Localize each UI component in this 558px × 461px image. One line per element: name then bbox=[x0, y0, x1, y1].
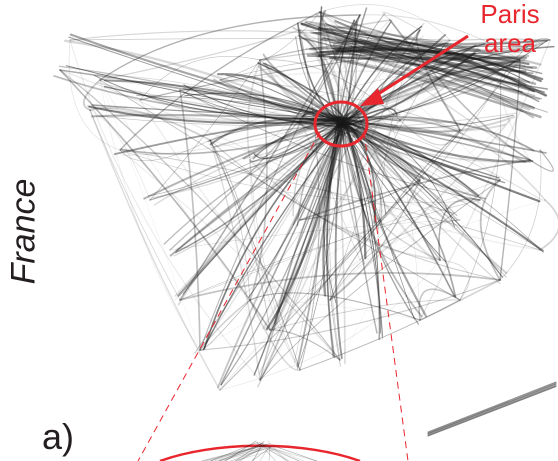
region-label-text: France bbox=[4, 178, 43, 284]
callout-line-2: area bbox=[483, 28, 537, 58]
region-label: France bbox=[4, 156, 44, 306]
bundled-flight-edges bbox=[53, 4, 558, 437]
callout-line-1: Paris bbox=[480, 0, 540, 29]
zoomed-edges-preview bbox=[201, 440, 318, 461]
callout-arrow-icon bbox=[360, 34, 469, 106]
zoom-guide-lines-icon bbox=[137, 131, 409, 461]
paris-area-callout: Paris area bbox=[468, 0, 552, 58]
zoom-circle-icon bbox=[159, 444, 361, 461]
panel-label: a) bbox=[42, 416, 75, 457]
paris-hub-circle-icon bbox=[313, 100, 369, 148]
